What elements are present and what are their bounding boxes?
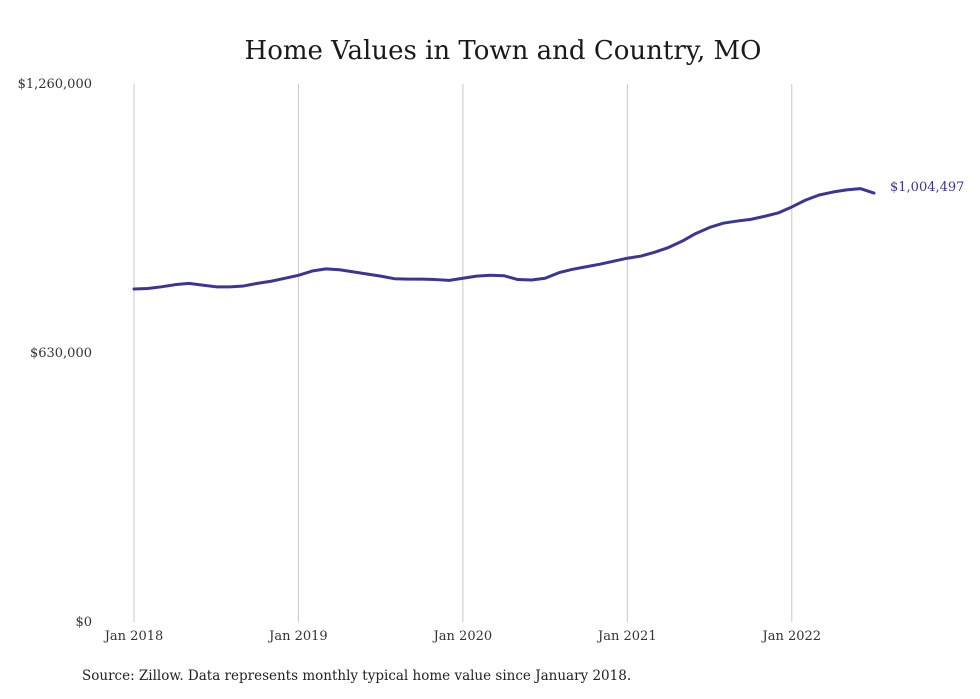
series-line [132,187,876,291]
source-note: Source: Zillow. Data represents monthly … [82,668,632,684]
y-axis: $1,260,000 $630,000 $0 [18,77,92,630]
x-tick-label: Jan 2021 [596,629,657,644]
x-tick-label: Jan 2018 [103,629,164,644]
x-tick-label: Jan 2022 [760,629,821,644]
chart-title: Home Values in Town and Country, MO [245,36,762,66]
line-chart: Home Values in Town and Country, MO $1,2… [18,36,965,644]
x-tick-label: Jan 2020 [432,629,493,644]
y-tick-label: $630,000 [30,346,92,361]
x-axis: Jan 2018 Jan 2019 Jan 2020 Jan 2021 Jan 2022 [103,629,821,644]
end-value-label: $1,004,497 [890,180,964,195]
y-tick-label: $1,260,000 [18,77,92,92]
x-tick-label: Jan 2019 [267,629,328,644]
grid-lines [133,84,793,622]
series-layer: $1,004,497 [132,180,964,291]
y-tick-label: $0 [75,615,92,630]
